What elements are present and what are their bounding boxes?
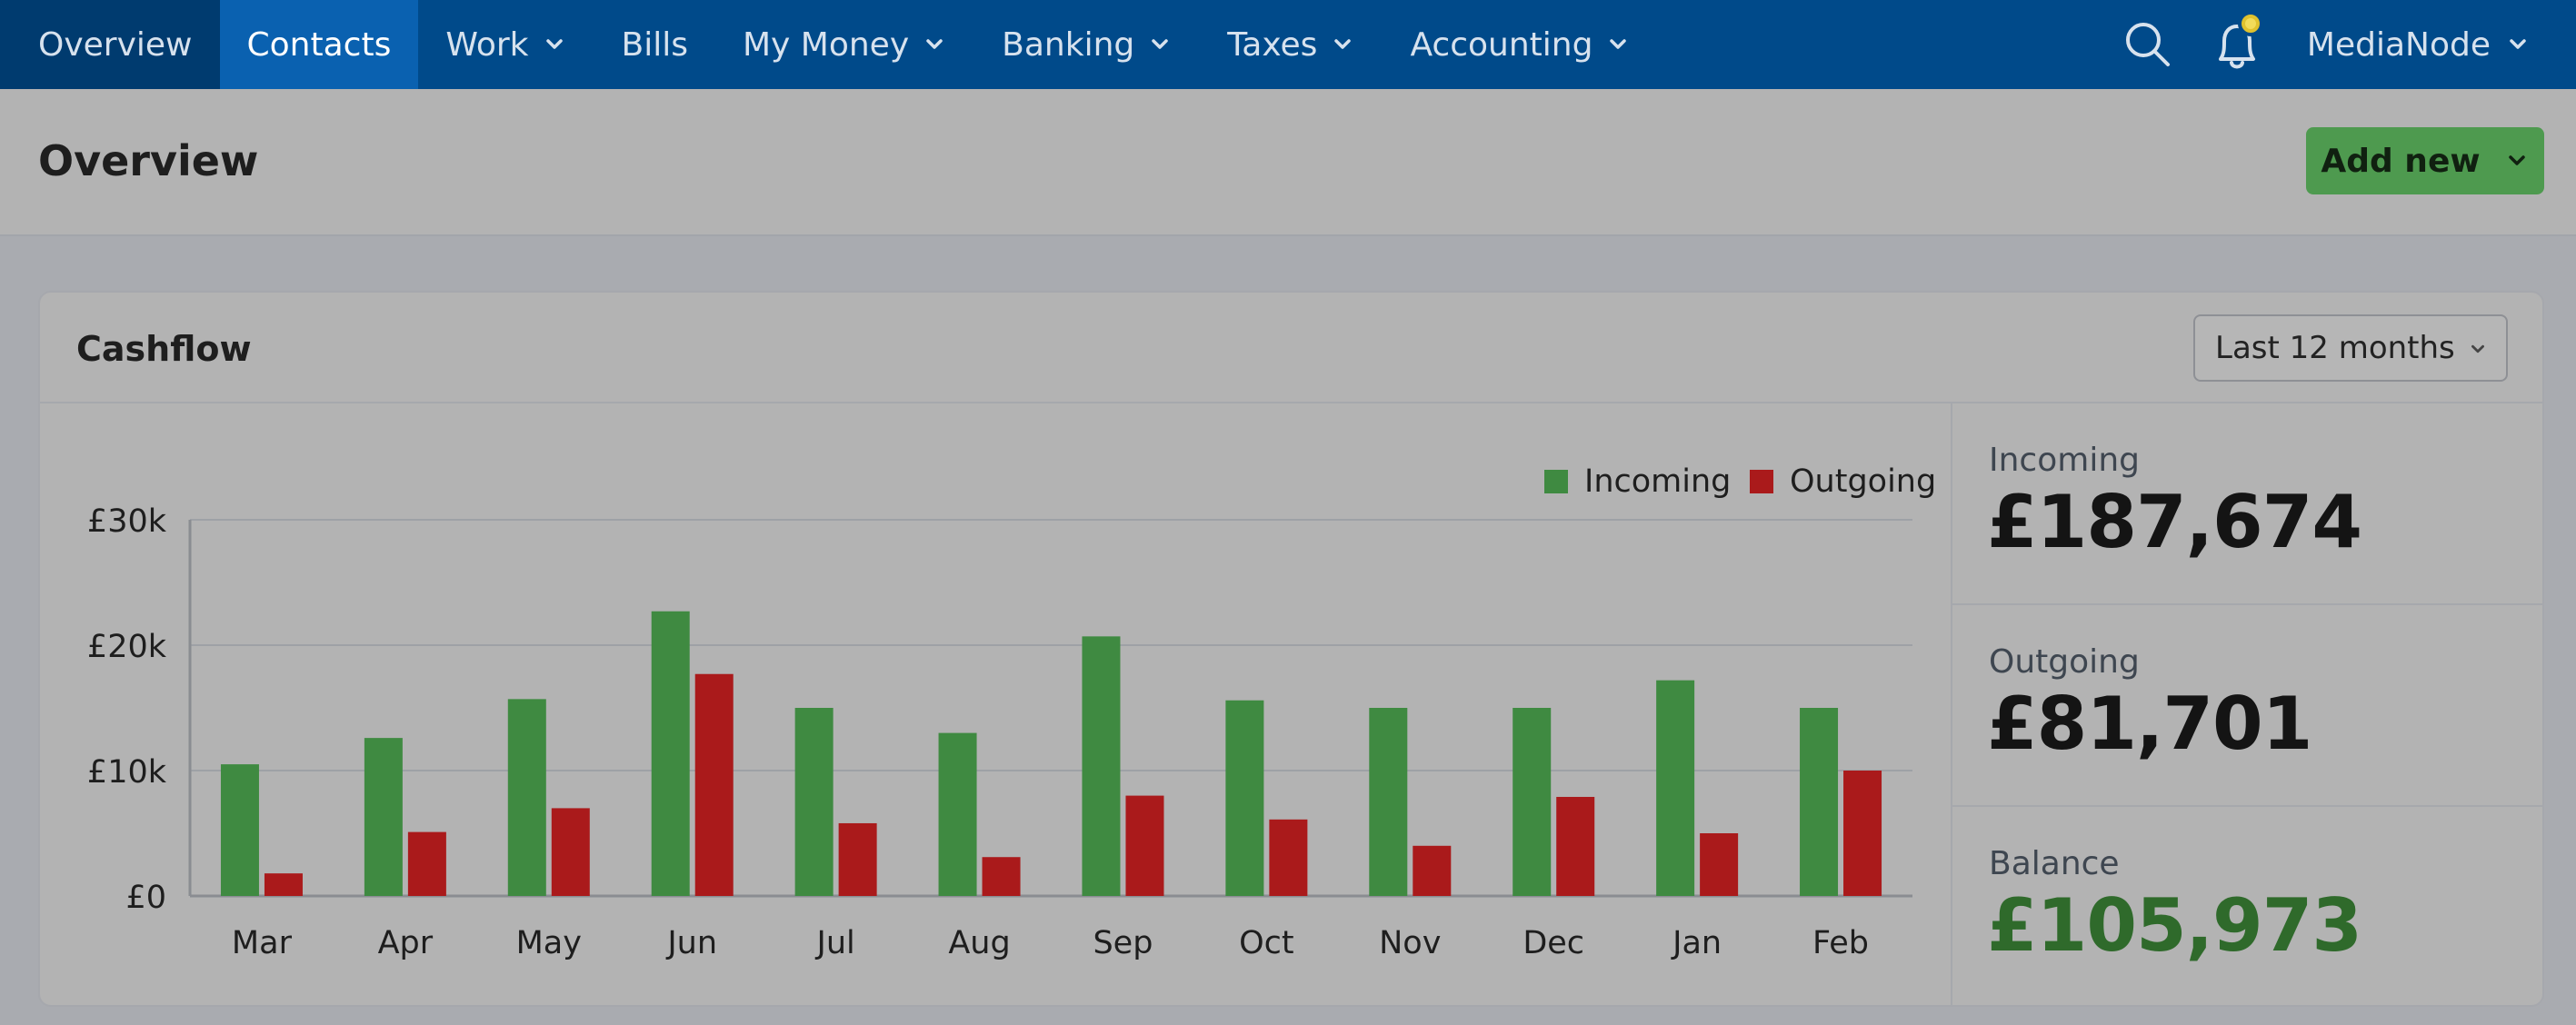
- bar-outgoing-feb: [1843, 771, 1882, 896]
- y-tick-label: £30k: [87, 503, 167, 540]
- page-title: Overview: [38, 136, 259, 185]
- chevron-down-icon: [926, 39, 943, 49]
- nav-item-label: Accounting: [1410, 25, 1593, 64]
- x-tick-label: Dec: [1523, 925, 1584, 961]
- page-header: Overview Add new: [0, 89, 2576, 236]
- user-name: MediaNode: [2306, 25, 2491, 64]
- bar-incoming-feb: [1800, 708, 1839, 896]
- x-tick-label: Mar: [232, 925, 293, 961]
- card-header: Cashflow Last 12 months: [40, 293, 2542, 403]
- bar-outgoing-jul: [838, 822, 877, 896]
- bar-incoming-jan: [1656, 680, 1695, 896]
- x-tick-label: Jun: [665, 925, 717, 961]
- nav-item-label: Banking: [1002, 25, 1135, 64]
- bar-outgoing-mar: [264, 873, 303, 896]
- period-select[interactable]: Last 12 months: [2193, 314, 2508, 382]
- nav-item-label: Overview: [38, 25, 193, 64]
- y-tick-label: £0: [125, 880, 166, 916]
- nav-item-bills[interactable]: Bills: [594, 0, 715, 89]
- y-tick-label: £10k: [87, 754, 167, 791]
- nav-item-label: Bills: [621, 25, 688, 64]
- balance-label: Balance: [1989, 845, 2120, 882]
- legend-label-incoming: Incoming: [1584, 463, 1731, 500]
- x-tick-label: Nov: [1379, 925, 1441, 961]
- legend-swatch-incoming: [1544, 470, 1568, 493]
- bar-incoming-may: [507, 699, 546, 896]
- balance-value: £105,973: [1987, 883, 2362, 968]
- nav-item-label: Taxes: [1227, 25, 1318, 64]
- bar-outgoing-sep: [1125, 795, 1164, 896]
- bar-outgoing-apr: [407, 831, 446, 896]
- bar-incoming-jul: [794, 708, 834, 896]
- notification-bell-icon[interactable]: [2192, 0, 2281, 89]
- nav-item-label: Contacts: [246, 25, 392, 64]
- bar-incoming-aug: [938, 732, 977, 896]
- top-navigation: Overview Contacts Work Bills My Money Banking…: [0, 0, 2576, 89]
- bar-incoming-nov: [1369, 708, 1408, 896]
- x-tick-label: Feb: [1812, 925, 1869, 961]
- cashflow-chart: £0 £10k £20k £30k Mar Apr May Jun Jul Aug Sep Oct No…: [40, 403, 1951, 1005]
- nav-item-overview[interactable]: Overview: [0, 0, 220, 89]
- bar-outgoing-oct: [1269, 819, 1308, 896]
- bar-incoming-sep: [1082, 636, 1121, 896]
- nav-item-work[interactable]: Work: [418, 0, 594, 89]
- user-menu[interactable]: MediaNode: [2281, 0, 2576, 89]
- legend-label-outgoing: Outgoing: [1790, 463, 1936, 500]
- bar-outgoing-jun: [694, 673, 734, 896]
- x-tick-label: May: [516, 925, 582, 961]
- chevron-down-icon: [1152, 39, 1168, 49]
- chevron-down-icon: [2471, 344, 2484, 353]
- cashflow-card: Cashflow Last 12 months £0 £10k £20k £30k Ma…: [38, 291, 2544, 1007]
- cashflow-bar-chart: £0 £10k £20k £30k Mar Apr May Jun Jul Aug Sep Oct No…: [87, 463, 1936, 961]
- bar-outgoing-aug: [982, 857, 1021, 896]
- nav-item-taxes[interactable]: Taxes: [1200, 0, 1383, 89]
- balance-stat: Balance £105,973: [1952, 807, 2542, 1005]
- nav-item-label: Work: [445, 25, 529, 64]
- bar-outgoing-nov: [1413, 845, 1452, 896]
- nav-item-my-money[interactable]: My Money: [715, 0, 974, 89]
- x-tick-label: Aug: [948, 925, 1010, 961]
- x-tick-label: Oct: [1239, 925, 1294, 961]
- nav-right-group: MediaNode: [2103, 0, 2576, 89]
- add-new-label: Add new: [2321, 142, 2481, 180]
- x-tick-label: Apr: [378, 925, 434, 961]
- incoming-value: £187,674: [1987, 480, 2362, 564]
- search-icon[interactable]: [2103, 0, 2192, 89]
- period-select-value: Last 12 months: [2215, 330, 2455, 366]
- nav-item-label: My Money: [742, 25, 910, 64]
- chevron-down-icon: [1610, 39, 1627, 49]
- x-tick-label: Sep: [1093, 925, 1153, 961]
- bar-incoming-jun: [651, 611, 690, 896]
- incoming-label: Incoming: [1989, 442, 2140, 479]
- outgoing-label: Outgoing: [1989, 643, 2140, 681]
- bar-incoming-apr: [364, 738, 403, 896]
- cashflow-summary: Incoming £187,674 Outgoing £81,701 Balan…: [1951, 403, 2542, 1005]
- add-new-button[interactable]: Add new: [2306, 127, 2544, 194]
- outgoing-stat: Outgoing £81,701: [1952, 605, 2542, 807]
- nav-item-contacts[interactable]: Contacts: [219, 0, 419, 89]
- x-tick-label: Jul: [815, 925, 855, 961]
- bar-incoming-dec: [1513, 708, 1552, 896]
- bar-incoming-mar: [220, 764, 259, 896]
- y-tick-label: £20k: [87, 629, 167, 665]
- bar-outgoing-dec: [1556, 796, 1595, 896]
- nav-item-banking[interactable]: Banking: [974, 0, 1200, 89]
- nav-item-accounting[interactable]: Accounting: [1383, 0, 1658, 89]
- chevron-down-icon: [1334, 39, 1352, 49]
- legend-swatch-outgoing: [1750, 470, 1773, 493]
- bar-incoming-oct: [1225, 700, 1264, 896]
- incoming-stat: Incoming £187,674: [1952, 403, 2542, 605]
- card-title: Cashflow: [76, 329, 252, 369]
- bar-outgoing-jan: [1700, 833, 1739, 896]
- chevron-down-icon: [2510, 39, 2526, 49]
- bar-outgoing-may: [551, 808, 590, 896]
- x-tick-label: Jan: [1671, 925, 1722, 961]
- outgoing-value: £81,701: [1987, 682, 2312, 766]
- chevron-down-icon: [545, 39, 563, 49]
- chevron-down-icon: [2508, 155, 2525, 165]
